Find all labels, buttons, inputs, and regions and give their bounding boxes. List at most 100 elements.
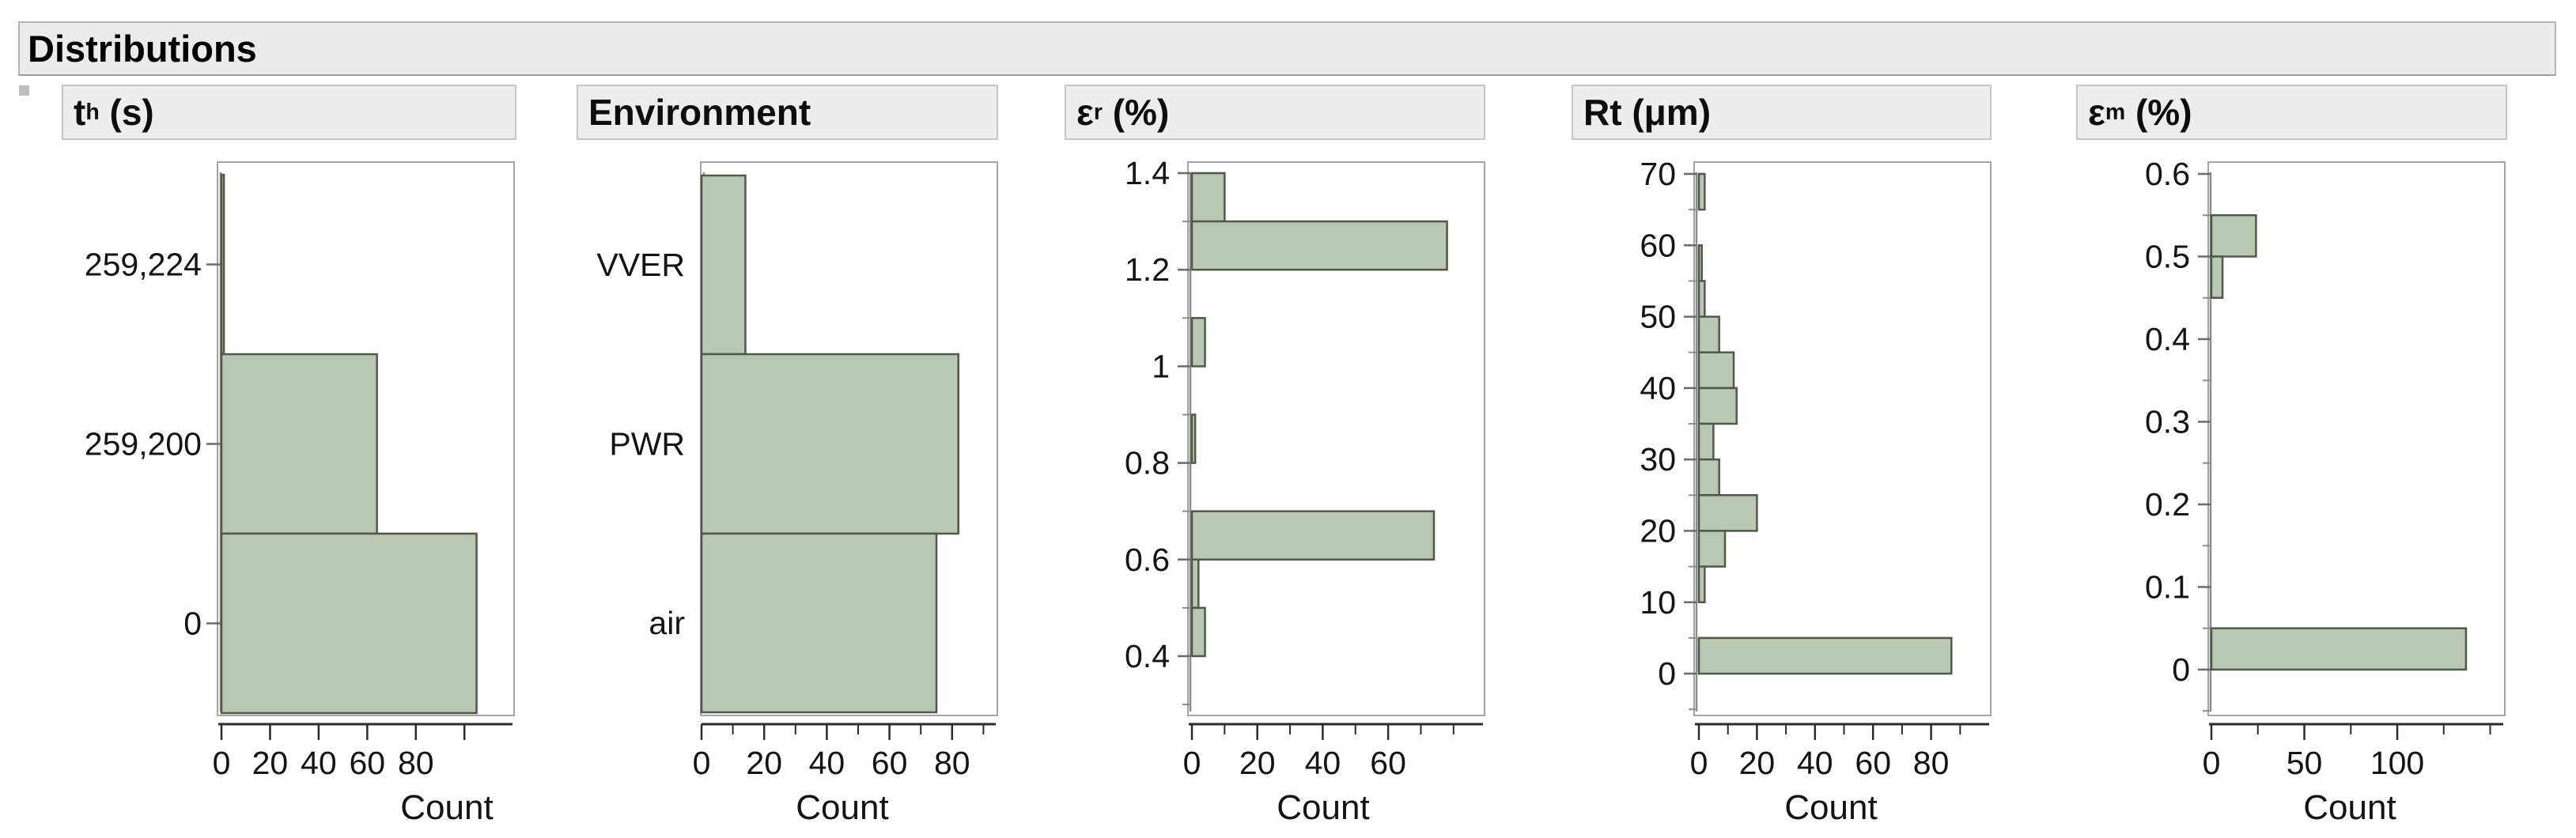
y-tick-label: 0.6 (1125, 542, 1170, 578)
y-tick-label: 0.6 (2145, 156, 2190, 192)
histogram-bar[interactable] (700, 353, 959, 535)
histogram-bar[interactable] (2210, 255, 2224, 299)
panel-title-rest: (%) (1102, 92, 1170, 133)
plot-frame (1693, 161, 1992, 716)
y-tick-label: 0 (1658, 655, 1676, 692)
distributions-outline-header[interactable]: Distributions (18, 21, 2556, 76)
report-title: Distributions (28, 28, 257, 70)
x-tick-label: 0 (693, 745, 711, 781)
panel-title-rest: (s) (99, 92, 154, 133)
x-axis-title: Count (1277, 788, 1369, 827)
histogram-bar[interactable] (1190, 510, 1436, 561)
x-tick-label: 60 (1370, 745, 1406, 781)
panel-title-base: Environment (588, 92, 811, 133)
y-tick-label: 70 (1640, 156, 1676, 192)
y-category-label: 259,224 (85, 247, 202, 283)
panel-title-base: ε (1076, 92, 1094, 133)
x-axis-title: Count (796, 788, 888, 827)
x-tick-label: 0 (213, 745, 231, 781)
histogram-bar[interactable] (1697, 458, 1720, 496)
y-category-label: PWR (609, 426, 685, 462)
x-axis-title: Count (2303, 788, 2396, 827)
histogram-bar[interactable] (1190, 413, 1197, 464)
y-tick-label: 10 (1640, 584, 1676, 621)
histogram-bar[interactable] (1697, 387, 1738, 425)
panel-title-base: Rt (1583, 92, 1622, 133)
x-tick-label: 20 (1739, 745, 1776, 781)
histogram-bar[interactable] (1190, 606, 1206, 658)
panel-header-3[interactable]: Rt (μm) (1572, 85, 1992, 140)
outline-marker (19, 85, 29, 96)
histogram-bar[interactable] (1697, 530, 1727, 568)
histogram-bar[interactable] (1697, 351, 1735, 390)
y-tick-label: 50 (1640, 299, 1676, 335)
y-tick-label: 0.8 (1125, 445, 1170, 481)
y-tick-label: 60 (1640, 227, 1676, 263)
histogram-bar[interactable] (700, 174, 747, 356)
x-tick-label: 40 (809, 745, 845, 781)
histogram-bar[interactable] (2210, 213, 2257, 258)
x-tick-label: 40 (1797, 745, 1833, 781)
x-tick-label: 20 (252, 745, 289, 781)
y-tick-label: 30 (1640, 441, 1676, 478)
x-tick-label: 100 (2370, 745, 2424, 781)
histogram-bar[interactable] (700, 532, 938, 714)
histogram-bar[interactable] (1697, 422, 1715, 461)
histogram-bar[interactable] (1190, 317, 1206, 368)
y-tick-label: 0.5 (2145, 238, 2190, 274)
y-tick-label: 0.3 (2145, 403, 2190, 440)
y-category-label: VVER (596, 247, 685, 283)
x-tick-label: 20 (1239, 745, 1276, 781)
histogram-bar[interactable] (1697, 315, 1720, 353)
histogram-bar[interactable] (1697, 172, 1706, 211)
histogram-bar[interactable] (1697, 565, 1706, 604)
panel-title-rest: (%) (2125, 92, 2192, 133)
y-tick-label: 0 (2172, 651, 2190, 688)
x-tick-label: 0 (1183, 745, 1201, 781)
x-tick-label: 60 (872, 745, 908, 781)
y-tick-label: 0.1 (2145, 568, 2190, 605)
histogram-bar[interactable] (2210, 627, 2468, 671)
x-tick-label: 0 (2203, 745, 2221, 781)
x-tick-label: 80 (1913, 745, 1950, 781)
x-tick-label: 80 (398, 745, 434, 781)
panel-title-base: ε (2088, 92, 2105, 133)
y-tick-label: 0.4 (2145, 321, 2190, 357)
histogram-bar[interactable] (1697, 494, 1758, 532)
x-tick-label: 60 (350, 745, 386, 781)
histogram-bar[interactable] (1697, 244, 1703, 282)
histogram-bar[interactable] (220, 353, 378, 535)
histogram-bar[interactable] (220, 532, 478, 715)
y-tick-label: 0.4 (1125, 638, 1170, 674)
plot-frame (2207, 161, 2506, 716)
x-tick-label: 60 (1855, 745, 1891, 781)
y-category-label: 259,200 (85, 426, 202, 462)
y-category-label: 0 (183, 606, 202, 642)
y-tick-label: 40 (1640, 370, 1676, 406)
histogram-bar[interactable] (1190, 172, 1226, 223)
x-tick-label: 40 (301, 745, 337, 781)
y-category-label: air (649, 605, 685, 641)
x-axis-title: Count (1784, 788, 1877, 827)
panel-title-rest: (μm) (1621, 92, 1712, 133)
y-tick-label: 1.4 (1125, 155, 1170, 191)
histogram-bar[interactable] (1190, 558, 1200, 610)
panel-header-1[interactable]: Environment (577, 85, 998, 140)
panel-title-base: t (74, 92, 86, 133)
y-tick-label: 1 (1152, 348, 1170, 384)
histogram-bar[interactable] (1190, 220, 1448, 271)
x-tick-label: 50 (2287, 745, 2323, 781)
histogram-bar[interactable] (1697, 280, 1706, 318)
x-tick-label: 20 (746, 745, 782, 781)
x-tick-label: 80 (934, 745, 970, 781)
y-tick-label: 20 (1640, 512, 1676, 549)
histogram-bar[interactable] (220, 173, 225, 356)
x-tick-label: 0 (1690, 745, 1708, 781)
histogram-bar[interactable] (1697, 636, 1953, 675)
y-tick-label: 1.2 (1125, 251, 1170, 288)
